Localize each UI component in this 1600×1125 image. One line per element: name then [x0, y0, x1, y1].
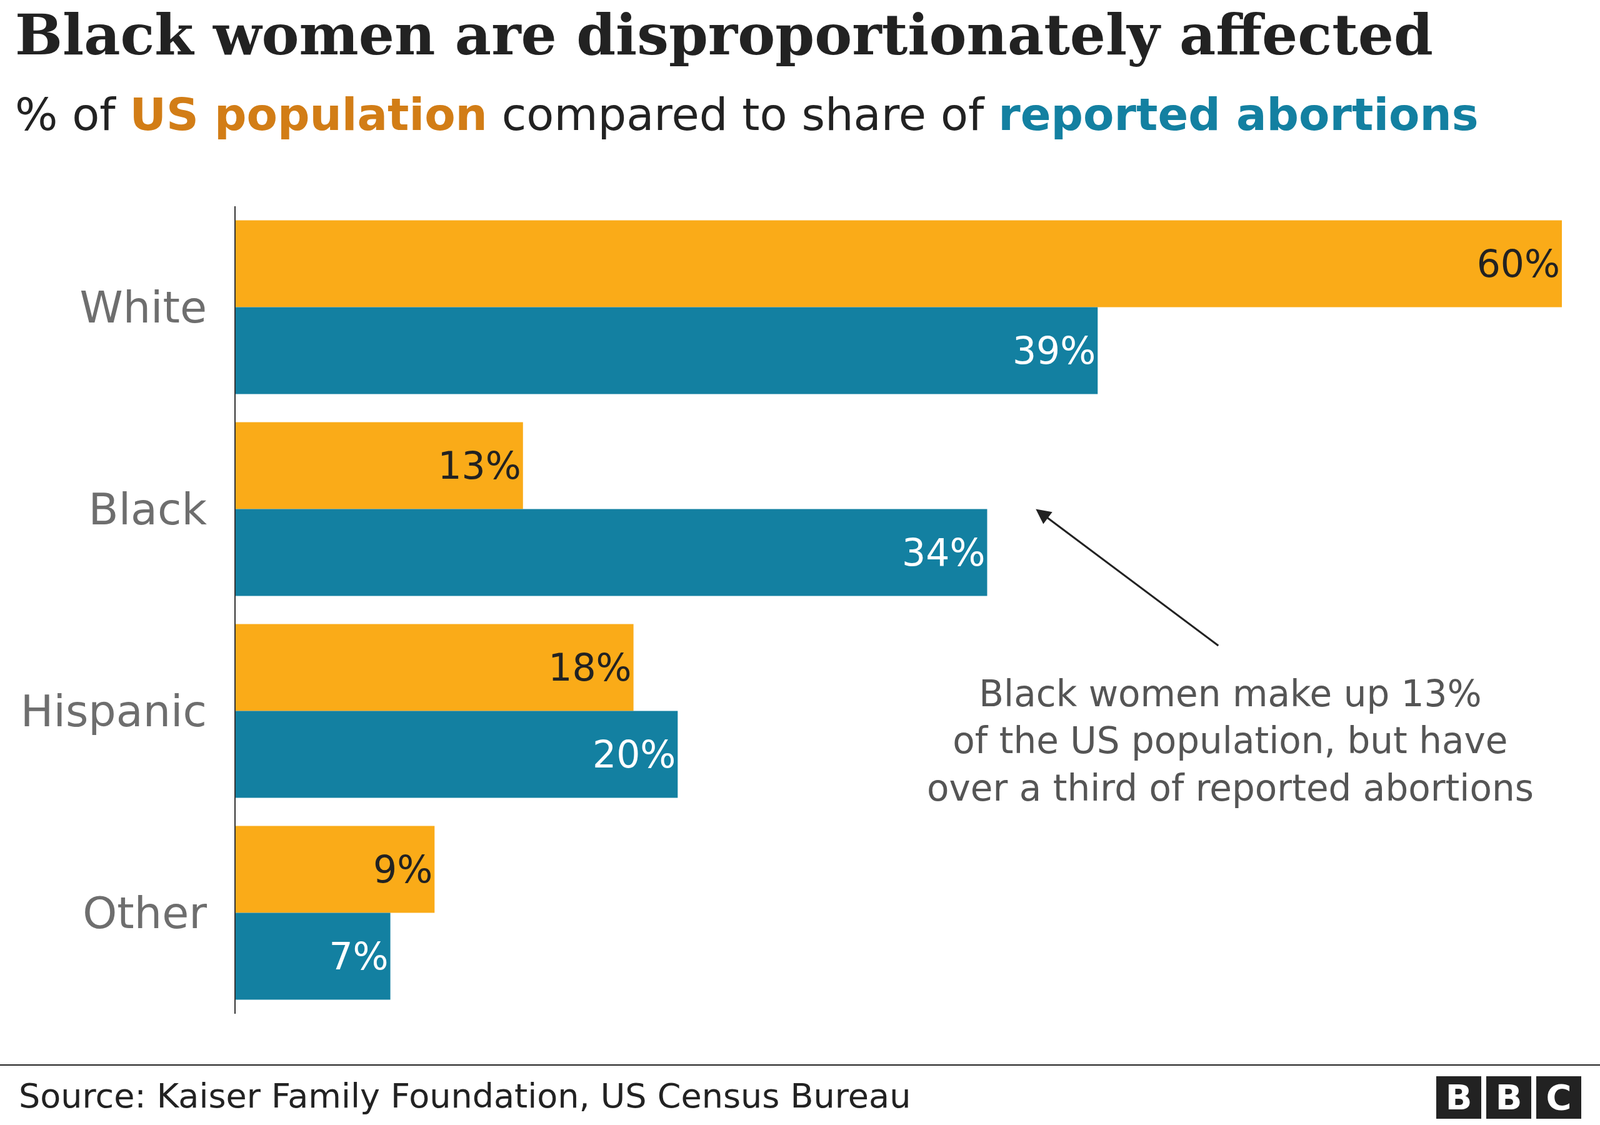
svg-text:Black: Black [88, 483, 208, 535]
html-text:B: B [1495, 1076, 1523, 1118]
svg-text:34%: 34% [901, 530, 985, 575]
svg-text:7%: 7% [328, 934, 389, 979]
svg-text:20%: 20% [592, 732, 676, 777]
svg-text:Black women make up 13%of the: Black women make up 13%of the US populat… [926, 672, 1534, 810]
svg-text:Other: Other [82, 887, 207, 939]
html-text:% of US population compared to: % of US population compared to share of … [15, 88, 1479, 141]
svg-text:Hispanic: Hispanic [20, 685, 207, 737]
svg-text:18%: 18% [548, 645, 632, 690]
html-text:C: C [1545, 1076, 1572, 1118]
html-text:Black women are disproportiona: Black women are disproportionately affec… [15, 1, 1434, 68]
svg-text:9%: 9% [373, 847, 433, 892]
html-text:Source: Kaiser Family Foundati: Source: Kaiser Family Foundation, US Cen… [18, 1076, 911, 1116]
svg-text:13%: 13% [437, 443, 521, 488]
svg-text:White: White [79, 281, 207, 334]
svg-text:39%: 39% [1012, 328, 1096, 373]
html-text:B: B [1445, 1076, 1473, 1118]
svg-text:60%: 60% [1476, 241, 1560, 286]
